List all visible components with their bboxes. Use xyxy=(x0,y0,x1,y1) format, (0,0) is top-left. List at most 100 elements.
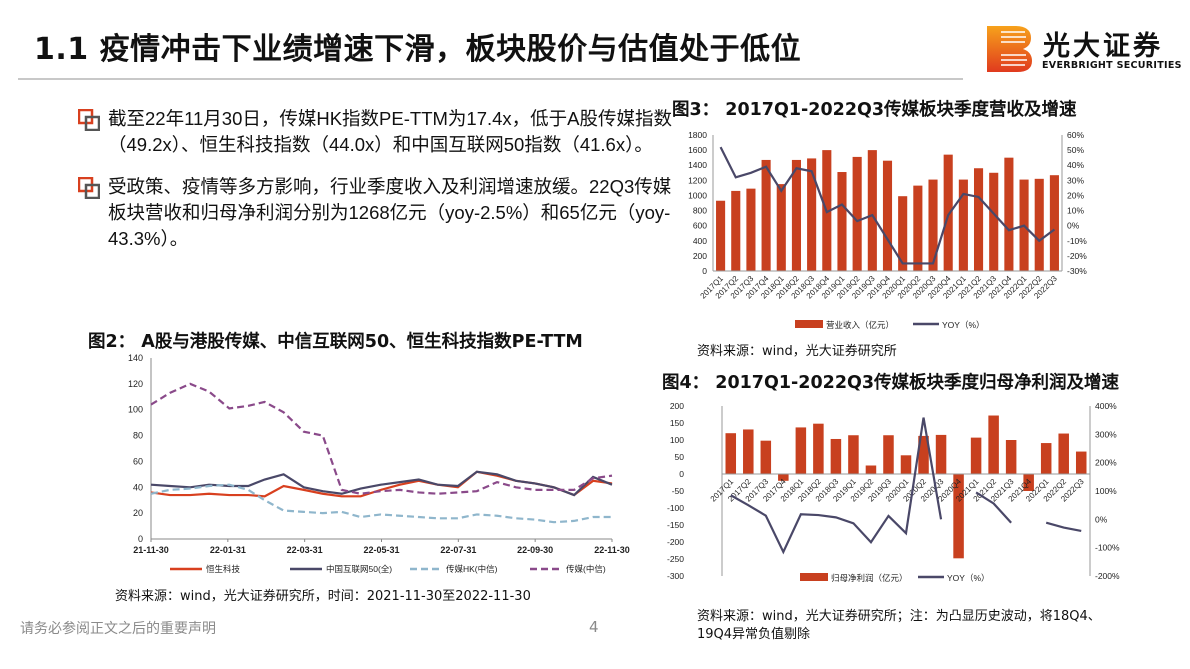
y-tick-label: 50 xyxy=(675,452,685,462)
x-tick-label: 22-11-30 xyxy=(594,545,630,555)
bullet-text: 受政策、疫情等多方影响，行业季度收入及利润增速放缓。22Q3传媒板块营收和归母净… xyxy=(108,176,672,249)
bullet-text: 截至22年11月30日，传媒HK指数PE-TTM为17.4x，低于A股传媒指数（… xyxy=(108,108,673,155)
x-tick-label: 21-11-30 xyxy=(133,545,169,555)
y-tick-label: 0 xyxy=(702,266,707,276)
bar xyxy=(760,440,772,474)
legend-label: 归母净利润（亿元） xyxy=(831,573,908,583)
y2-tick-label: -10% xyxy=(1067,236,1087,246)
bar xyxy=(778,474,789,481)
y-tick-label: 1400 xyxy=(688,160,707,170)
bar xyxy=(867,150,877,271)
legend-label: 恒生科技 xyxy=(206,564,241,574)
bar xyxy=(883,435,894,474)
bar xyxy=(1049,175,1059,271)
y2-tick-label: 50% xyxy=(1067,145,1084,155)
bar xyxy=(1075,451,1087,474)
fig4-chart: -300 -250 -200 -150 -100 -50 0 50 100 150 200 -200%… xyxy=(667,401,1120,583)
y-tick-label: -150 xyxy=(667,520,684,530)
y-tick-label: 60 xyxy=(133,456,143,466)
series-line-3 xyxy=(150,382,613,495)
yoy-line xyxy=(719,146,1056,265)
bullet-list: 截至22年11月30日，传媒HK指数PE-TTM为17.4x，低于A股传媒指数（… xyxy=(78,106,678,268)
y2-tick-label: 200% xyxy=(1095,458,1117,468)
page-title: 1.1 疫情冲击下业绩增速下滑，板块股价与估值处于低位 xyxy=(34,32,802,67)
fig2-source: 资料来源：wind，光大证券研究所，时间：2021-11-30至2022-11-… xyxy=(115,589,531,604)
legend-label: 传媒HK(中信) xyxy=(446,564,498,574)
y2-tick-label: 0% xyxy=(1095,514,1108,524)
y-tick-label: 1800 xyxy=(688,130,707,140)
x-tick-label: 22-03-31 xyxy=(287,545,323,555)
y2-tick-label: 100% xyxy=(1095,486,1117,496)
bar xyxy=(1058,433,1069,474)
y2-tick-label: 20% xyxy=(1067,190,1084,200)
y-tick-label: 1200 xyxy=(688,175,707,185)
bar xyxy=(761,159,771,271)
bar xyxy=(776,184,786,271)
bar xyxy=(731,190,741,271)
legend-label: 中国互联网50(全) xyxy=(326,564,392,574)
bar xyxy=(830,438,842,474)
bullet-2: 受政策、疫情等多方影响，行业季度收入及利润增速放缓。22Q3传媒板块营收和归母净… xyxy=(78,174,678,252)
bar xyxy=(898,196,908,271)
bar xyxy=(913,185,923,271)
y-tick-label: 0 xyxy=(138,534,143,544)
bar xyxy=(837,172,847,271)
bar xyxy=(928,179,938,271)
logo-english-name: EVERBRIGHT SECURITIES xyxy=(1042,60,1182,71)
fig2-title: 图2： A股与港股传媒、中信互联网50、恒生科技指数PE-TTM xyxy=(88,332,583,352)
bullet-square-icon xyxy=(78,109,100,131)
legend-swatch-bar xyxy=(800,573,828,581)
y2-tick-label: 60% xyxy=(1067,130,1084,140)
y-tick-label: -100 xyxy=(667,503,684,513)
x-tick-label: 22-07-31 xyxy=(440,545,476,555)
bar xyxy=(813,423,824,474)
y-tick-label: 100 xyxy=(670,435,684,445)
y-tick-label: 200 xyxy=(670,401,684,411)
y-tick-label: 80 xyxy=(133,431,143,441)
y-tick-label: 600 xyxy=(693,221,707,231)
bar xyxy=(970,437,982,474)
everbright-logo: 光大证券 EVERBRIGHT SECURITIES xyxy=(985,24,1181,74)
y-tick-label: 400 xyxy=(693,236,707,246)
series-line-2 xyxy=(150,483,612,524)
bar xyxy=(943,154,953,271)
logo-chinese-name: 光大证券 xyxy=(1043,31,1163,62)
y-tick-label: 120 xyxy=(128,379,143,389)
bar xyxy=(795,427,807,474)
y-tick-label: 800 xyxy=(693,206,707,216)
title-divider xyxy=(18,78,963,80)
fig2-chart: 0 20 40 60 80 100 120 140 21-11-30 22-01-31 22-03-… xyxy=(128,353,630,574)
bar xyxy=(988,415,999,474)
legend-swatch-bar xyxy=(795,320,823,328)
x-tick-label: 22-05-31 xyxy=(363,545,399,555)
y2-tick-label: -200% xyxy=(1095,571,1120,581)
bar xyxy=(882,160,893,271)
y-tick-label: 140 xyxy=(128,353,143,363)
bar xyxy=(746,188,756,271)
bar xyxy=(953,474,964,559)
bar xyxy=(865,465,877,474)
y2-tick-label: 40% xyxy=(1067,160,1084,170)
yoy-line xyxy=(730,417,943,555)
bar xyxy=(1005,440,1017,474)
fig3-source: 资料来源：wind，光大证券研究所 xyxy=(697,344,897,359)
bar xyxy=(918,435,929,474)
fig3-chart: 0 200 400 600 800 1000 1200 1400 1600 1800 -30% -20… xyxy=(688,130,1087,330)
legend-label: 营业收入（亿元） xyxy=(826,320,894,330)
y2-tick-label: 300% xyxy=(1095,429,1117,439)
everbright-logo-mark-icon xyxy=(987,26,1032,72)
y-tick-label: 40 xyxy=(133,482,143,492)
y-tick-label: 1000 xyxy=(688,190,707,200)
y-tick-label: -300 xyxy=(667,571,684,581)
legend-label: YOY（%） xyxy=(942,320,985,330)
bar xyxy=(973,168,984,271)
bar xyxy=(852,156,862,271)
fig4-title: 图4： 2017Q1-2022Q3传媒板块季度归母净利润及增速 xyxy=(662,373,1120,393)
y2-tick-label: 0% xyxy=(1067,221,1080,231)
bar xyxy=(1040,443,1052,474)
bar xyxy=(1023,474,1034,491)
legend-label: YOY（%） xyxy=(947,573,990,583)
y-tick-label: 200 xyxy=(693,251,707,261)
yoy-line xyxy=(1045,521,1082,533)
bar xyxy=(743,429,754,474)
